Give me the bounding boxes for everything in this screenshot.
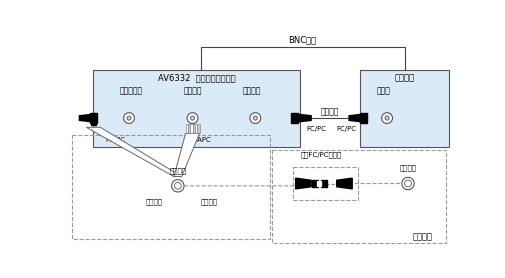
- Bar: [91, 121, 95, 125]
- Text: FC/PC: FC/PC: [307, 126, 326, 132]
- Bar: [92, 70, 300, 147]
- Circle shape: [254, 116, 258, 120]
- Bar: [360, 70, 449, 147]
- Text: FC/PC: FC/PC: [337, 126, 357, 132]
- Bar: [321, 180, 327, 187]
- Text: FC/APC: FC/APC: [186, 136, 211, 143]
- Circle shape: [405, 180, 412, 187]
- Text: 光纤终止: 光纤终止: [399, 165, 417, 172]
- Bar: [317, 181, 321, 186]
- Circle shape: [402, 177, 414, 190]
- Circle shape: [127, 116, 131, 120]
- Bar: [312, 180, 318, 187]
- Text: FC/PC: FC/PC: [105, 136, 125, 143]
- Bar: [185, 124, 188, 133]
- Text: 回损端口: 回损端口: [183, 87, 202, 96]
- Bar: [197, 124, 199, 133]
- Text: 被测FC/PC接头对: 被测FC/PC接头对: [300, 151, 342, 158]
- Text: 光功率端口: 光功率端口: [120, 87, 143, 96]
- Bar: [272, 150, 446, 243]
- Text: 被测光纤: 被测光纤: [413, 232, 433, 241]
- Polygon shape: [86, 127, 182, 177]
- Polygon shape: [298, 114, 311, 122]
- Polygon shape: [349, 114, 362, 122]
- Bar: [90, 113, 97, 123]
- Text: AV6332  光回波损耗测试仪: AV6332 光回波损耗测试仪: [158, 73, 235, 83]
- Text: 参考光纤: 参考光纤: [146, 198, 163, 205]
- Bar: [188, 124, 190, 133]
- Bar: [292, 167, 358, 200]
- Polygon shape: [174, 133, 199, 177]
- Bar: [195, 124, 197, 133]
- Bar: [290, 113, 297, 123]
- Circle shape: [190, 116, 194, 120]
- Bar: [192, 124, 195, 133]
- Circle shape: [124, 113, 134, 123]
- Circle shape: [174, 182, 181, 189]
- Text: 调制光源: 调制光源: [394, 73, 415, 83]
- Circle shape: [385, 116, 389, 120]
- Circle shape: [187, 113, 198, 123]
- Bar: [360, 113, 367, 123]
- Polygon shape: [295, 178, 311, 189]
- Polygon shape: [79, 114, 92, 122]
- Bar: [190, 124, 192, 133]
- Circle shape: [250, 113, 261, 123]
- Text: 光源输入: 光源输入: [243, 87, 262, 96]
- Text: 光输出: 光输出: [376, 87, 390, 96]
- Circle shape: [172, 180, 184, 192]
- Circle shape: [382, 113, 392, 123]
- Text: 光纤终止: 光纤终止: [169, 167, 186, 174]
- Text: BNC电缆: BNC电缆: [288, 35, 317, 44]
- Polygon shape: [337, 178, 352, 189]
- Bar: [72, 135, 270, 239]
- Text: 光纤跳线: 光纤跳线: [321, 107, 339, 116]
- Text: 参考光纤: 参考光纤: [200, 198, 217, 205]
